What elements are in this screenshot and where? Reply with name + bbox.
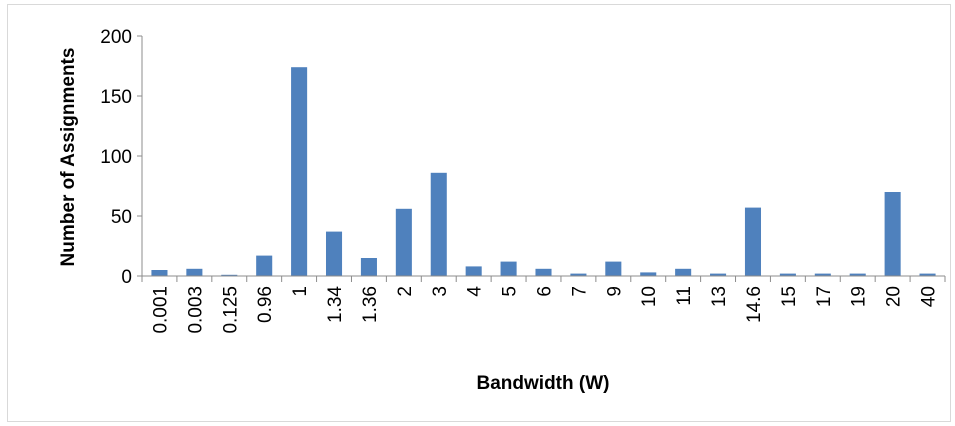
bar-3: [430, 172, 447, 276]
bar-0.001: [151, 270, 168, 276]
x-tick-label: 13: [709, 286, 730, 307]
y-tick-label: 100: [100, 147, 132, 168]
bar-4: [465, 266, 482, 276]
x-tick-label: 40: [919, 286, 940, 307]
chart-frame: [7, 4, 951, 422]
bar-9: [605, 261, 622, 276]
bar-11: [675, 268, 692, 276]
bar-6: [535, 268, 552, 276]
y-axis-ticks: 0 50 100 150 200: [100, 27, 142, 288]
x-tick-label: 3: [430, 286, 451, 297]
bar-17: [814, 273, 831, 276]
bar-1.36: [360, 258, 377, 276]
bar-2: [395, 208, 412, 276]
x-tick-label: 0.125: [220, 286, 241, 334]
bar-0.96: [256, 255, 273, 276]
bar-10: [640, 272, 657, 276]
bar-20: [884, 192, 901, 276]
x-axis-label: Bandwidth (W): [477, 373, 610, 394]
y-tick-label: 0: [121, 267, 132, 288]
y-tick-label: 150: [100, 87, 132, 108]
bar-13: [710, 273, 727, 276]
bar-40: [919, 273, 936, 276]
bar-15: [779, 273, 796, 276]
x-tick-label: 0.003: [185, 286, 206, 334]
x-tick-label: 11: [674, 286, 695, 306]
x-tick-label: 1: [290, 286, 311, 297]
x-tick-label: 15: [779, 286, 800, 307]
bar-19: [849, 273, 866, 276]
x-tick-label: 17: [814, 286, 835, 307]
x-tick-label: 20: [884, 286, 905, 307]
x-tick-label: 14.6: [744, 286, 765, 323]
axes: [141, 36, 945, 277]
x-tick-label: 2: [395, 286, 416, 297]
bar-0.003: [186, 268, 203, 276]
x-tick-label: 5: [500, 286, 521, 297]
x-tick-label: 0.96: [255, 286, 276, 323]
x-tick-label: 1.34: [325, 286, 346, 323]
y-tick-label: 50: [111, 207, 132, 228]
x-tick-label: 4: [465, 286, 486, 297]
bar-7: [570, 273, 587, 276]
y-axis-label: Number of Assignments: [58, 48, 79, 267]
bars: [151, 67, 936, 276]
bar-1.34: [325, 231, 343, 276]
x-tick-label: 0.001: [150, 286, 171, 334]
x-tick-label: 6: [535, 286, 556, 297]
x-tick-label: 9: [604, 286, 625, 297]
bar-14.6: [744, 207, 762, 276]
x-tick-label: 7: [569, 286, 590, 297]
y-tick-label: 200: [100, 27, 132, 48]
x-tick-label: 1.36: [360, 286, 381, 323]
x-tick-label: 19: [849, 286, 870, 307]
x-axis-ticks: 0.001 0.003 0.125 0.96 1 1.34 1.36 2 3 4 5 6 7 9 10 11 1…: [141, 276, 946, 334]
x-tick-label: 10: [639, 286, 660, 307]
bar-5: [500, 261, 517, 276]
bar-0.125: [221, 274, 238, 276]
bar-1: [291, 67, 308, 276]
